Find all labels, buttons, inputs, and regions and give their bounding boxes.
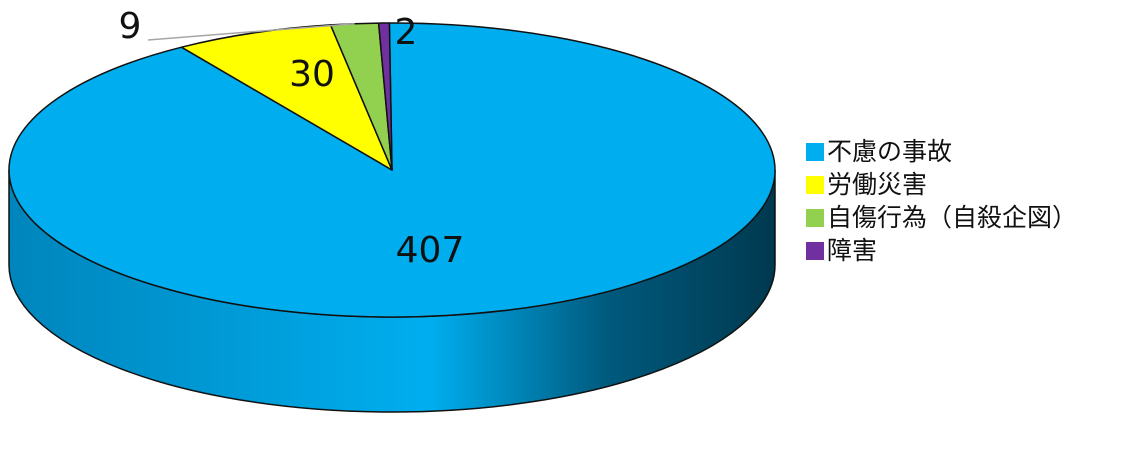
legend-item: 労働災害 [806, 168, 1142, 201]
legend-swatch [806, 142, 824, 161]
legend-item: 不慮の事故 [806, 135, 1142, 168]
legend-item: 障害 [806, 234, 1142, 267]
legend-swatch [806, 175, 824, 194]
data-label-slice-fuyo-no-jiko: 407 [396, 230, 465, 271]
data-label-slice-jisho-koi: 9 [119, 6, 142, 47]
pie-data-labels: 407 30 9 2 [119, 6, 465, 271]
legend-label: 自傷行為（自殺企図） [827, 203, 1078, 232]
legend-label: 障害 [827, 236, 878, 265]
pie-slices [8, 22, 776, 318]
leader-line-slice-jisho-koi [147, 22, 355, 41]
legend-swatch [806, 208, 824, 227]
legend-item: 自傷行為（自殺企図） [806, 201, 1142, 234]
legend: 不慮の事故労働災害自傷行為（自殺企図） 障害 [806, 135, 1142, 267]
data-label-slice-shogai: 2 [395, 12, 418, 53]
data-label-slice-rodo-saigai: 30 [289, 54, 335, 95]
legend-swatch [806, 241, 824, 260]
pie-leader-lines [147, 22, 355, 41]
legend-label: 不慮の事故 [827, 137, 953, 166]
legend-label: 労働災害 [827, 170, 928, 199]
slice-shogai [377, 22, 393, 171]
